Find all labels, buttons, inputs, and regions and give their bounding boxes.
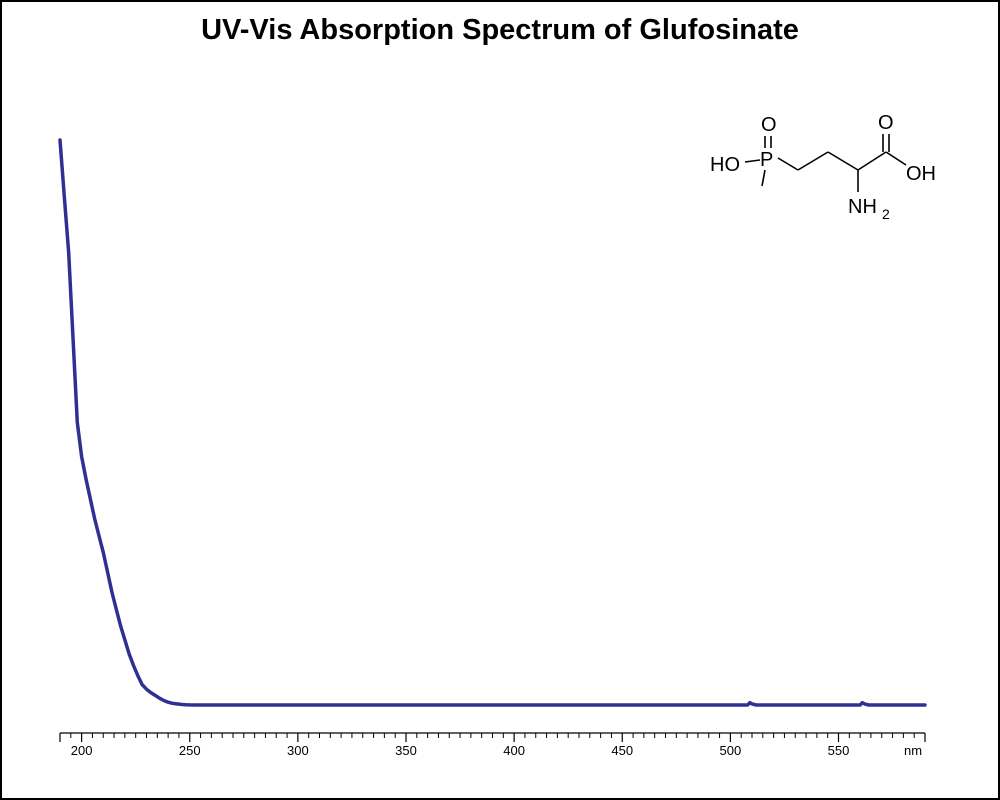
atom-o-carbonyl: O [878,112,894,134]
bond-p-ch2 [777,157,799,171]
x-unit-label: nm [904,743,922,758]
x-tick-label: 200 [71,743,93,758]
bond-p-methyl [761,169,766,187]
x-axis: 200 250 300 350 400 450 500 550 nm [59,732,926,758]
x-tick-label: 550 [828,743,850,758]
atom-o-phosphinyl: O [761,114,777,136]
atom-nh-subscript: 2 [882,206,890,222]
series-group [58,138,927,707]
glufosinate-structure: O P HO O OH NH 2 [710,112,936,222]
x-tick-label: 300 [287,743,309,758]
atom-nh: NH [848,196,877,218]
x-tick-label: 400 [503,743,525,758]
chart-title: UV-Vis Absorption Spectrum of Glufosinat… [201,14,799,46]
bond-ch2-ch [827,151,859,171]
atom-oh: OH [906,163,936,185]
atom-p: P [760,149,773,171]
x-tick-label: 250 [179,743,201,758]
bond-ch-c [857,151,887,171]
x-tick-label: 500 [720,743,742,758]
x-tick-label: 450 [611,743,633,758]
x-tick-label: 350 [395,743,417,758]
atom-ho: HO [710,154,740,176]
absorbance-series-line [58,138,927,707]
bond-ho-p [744,159,761,163]
bond-c-oh [885,151,907,166]
bond-ch2-ch2 [797,151,829,171]
